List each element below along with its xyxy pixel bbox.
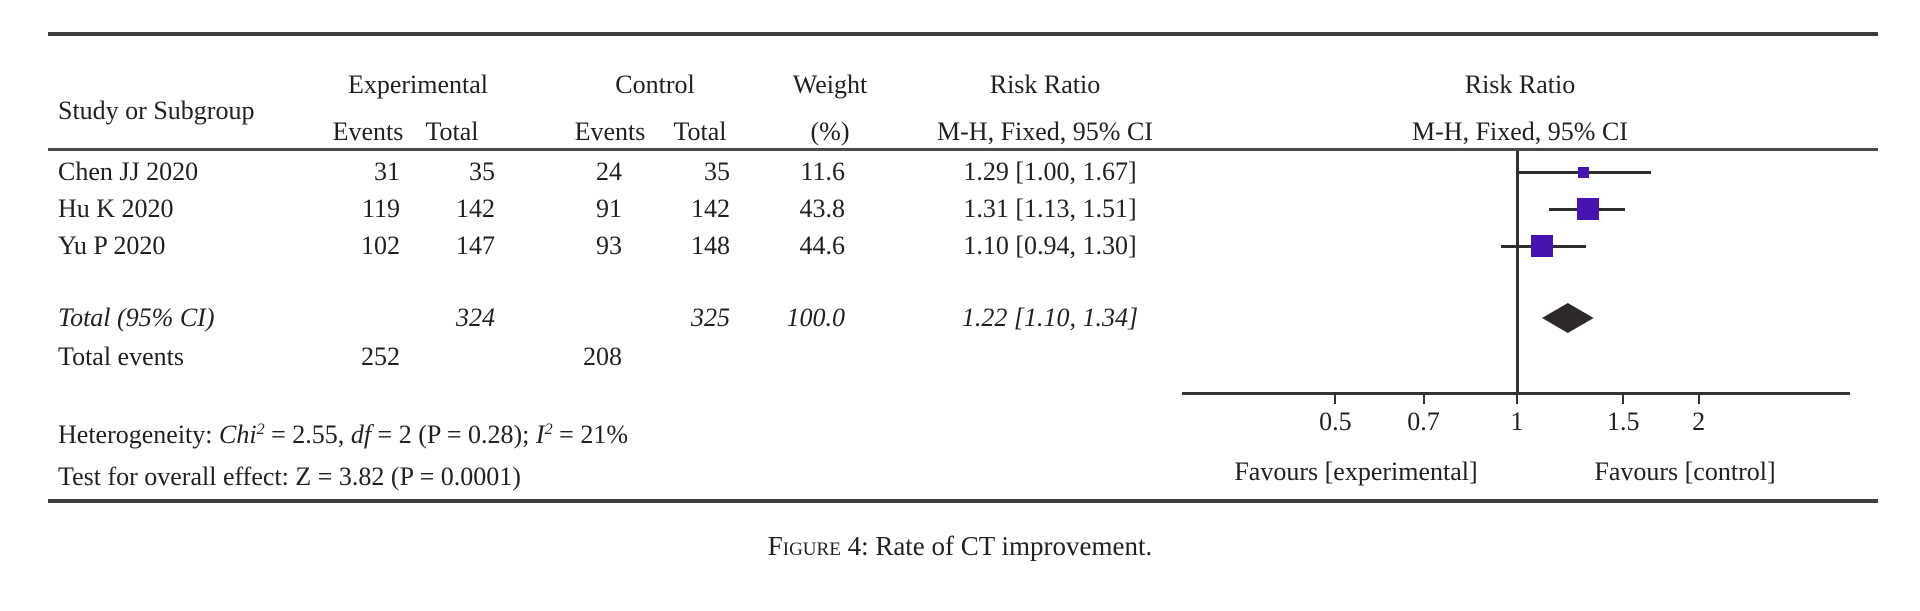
figure-caption: Figure 4: Rate of CT improvement. bbox=[0, 530, 1920, 562]
table-cell-rr_text: 1.10 [0.94, 1.30] bbox=[963, 231, 1137, 260]
header-events-control: Events bbox=[574, 117, 646, 146]
table-cell-study: Total (95% CI) bbox=[58, 303, 215, 332]
heterogeneity-stat: Heterogeneity: Chi2 = 2.55, df = 2 (P = … bbox=[58, 420, 628, 454]
header-group-experimental: Experimental bbox=[347, 70, 489, 99]
summary-diamond bbox=[1541, 303, 1594, 333]
table-cell-ev_ctl: 91 bbox=[596, 194, 622, 223]
header-group-control: Control bbox=[615, 70, 695, 99]
table-cell-weight: 11.6 bbox=[800, 157, 845, 186]
text-segment: = 2.55, bbox=[264, 420, 351, 449]
header-total-experimental: Total bbox=[425, 117, 479, 146]
table-cell-tot_exp: 142 bbox=[456, 194, 495, 223]
tick-label: 0.5 bbox=[1319, 407, 1352, 436]
header-risk-ratio-text: Risk Ratio bbox=[989, 70, 1101, 99]
table-cell-ev_exp: 31 bbox=[374, 157, 400, 186]
table-cell-ev_ctl: 24 bbox=[596, 157, 622, 186]
top-rule bbox=[48, 32, 1878, 36]
null-effect-line bbox=[1516, 151, 1519, 395]
table-cell-weight: 43.8 bbox=[799, 194, 846, 223]
tick-label: 1 bbox=[1510, 407, 1524, 436]
text-segment: = 2 (P = 0.28); bbox=[371, 420, 536, 449]
table-cell-ev_exp: 102 bbox=[361, 231, 400, 260]
text-segment: 2 bbox=[544, 421, 553, 439]
effect-square bbox=[1578, 166, 1590, 178]
tick-label: 2 bbox=[1692, 407, 1706, 436]
table-cell-ev_exp: 119 bbox=[361, 194, 400, 223]
table-cell-tot_ctl: 325 bbox=[691, 303, 730, 332]
table-cell-weight: 100.0 bbox=[786, 303, 846, 332]
effect-square bbox=[1576, 198, 1599, 220]
tick-mark bbox=[1622, 392, 1625, 404]
tick-label: 0.7 bbox=[1407, 407, 1440, 436]
header-method-text: M-H, Fixed, 95% CI bbox=[937, 117, 1153, 146]
text-segment: Heterogeneity: bbox=[58, 420, 219, 449]
favours-left-label: Favours [experimental] bbox=[1234, 457, 1478, 486]
table-cell-tot_exp: 35 bbox=[469, 157, 495, 186]
text-segment: Figure bbox=[767, 531, 841, 561]
favours-right-label: Favours [control] bbox=[1594, 457, 1776, 486]
header-risk-ratio-plot: Risk Ratio bbox=[1464, 70, 1576, 99]
text-segment: 2 bbox=[256, 421, 265, 439]
table-cell-rr_text: 1.29 [1.00, 1.67] bbox=[963, 157, 1137, 186]
table-cell-study: Chen JJ 2020 bbox=[58, 157, 199, 186]
table-cell-study: Hu K 2020 bbox=[58, 194, 174, 223]
table-cell-tot_ctl: 148 bbox=[691, 231, 730, 260]
header-total-control: Total bbox=[673, 117, 727, 146]
table-cell-tot_exp: 324 bbox=[456, 303, 495, 332]
overall-effect-stat: Test for overall effect: Z = 3.82 (P = 0… bbox=[58, 462, 521, 492]
text-segment: Test for overall effect: Z = 3.82 (P = 0… bbox=[58, 462, 521, 491]
tick-label: 1.5 bbox=[1606, 407, 1640, 436]
table-cell-tot_ctl: 142 bbox=[691, 194, 730, 223]
tick-mark bbox=[1697, 392, 1700, 404]
table-cell-rr_text: 1.31 [1.13, 1.51] bbox=[963, 194, 1137, 223]
table-cell-rr_text: 1.22 [1.10, 1.34] bbox=[961, 303, 1139, 332]
table-cell-tot_exp: 147 bbox=[456, 231, 495, 260]
table-cell-ev_ctl: 208 bbox=[583, 342, 622, 371]
effect-square bbox=[1530, 235, 1553, 257]
bottom-rule bbox=[48, 499, 1878, 503]
text-segment: 4: Rate of CT improvement. bbox=[840, 531, 1153, 561]
table-cell-tot_ctl: 35 bbox=[704, 157, 730, 186]
text-segment: df bbox=[350, 420, 372, 449]
header-method-plot: M-H, Fixed, 95% CI bbox=[1412, 117, 1628, 146]
text-segment: = 21% bbox=[552, 420, 628, 449]
tick-mark bbox=[1422, 392, 1425, 404]
header-rule bbox=[48, 148, 1878, 151]
table-cell-ev_exp: 252 bbox=[361, 342, 400, 371]
text-segment: I bbox=[535, 420, 545, 449]
text-segment: Chi bbox=[219, 420, 257, 449]
tick-mark bbox=[1516, 392, 1518, 404]
header-weight-pct: (%) bbox=[810, 117, 850, 146]
header-events-experimental: Events bbox=[332, 117, 404, 146]
tick-mark bbox=[1334, 392, 1337, 404]
table-cell-weight: 44.6 bbox=[799, 231, 846, 260]
header-study-or-subgroup: Study or Subgroup bbox=[58, 96, 255, 125]
table-cell-study: Yu P 2020 bbox=[58, 231, 166, 260]
table-cell-ev_ctl: 93 bbox=[596, 231, 622, 260]
table-cell-study: Total events bbox=[58, 342, 184, 371]
header-weight: Weight bbox=[792, 70, 868, 99]
